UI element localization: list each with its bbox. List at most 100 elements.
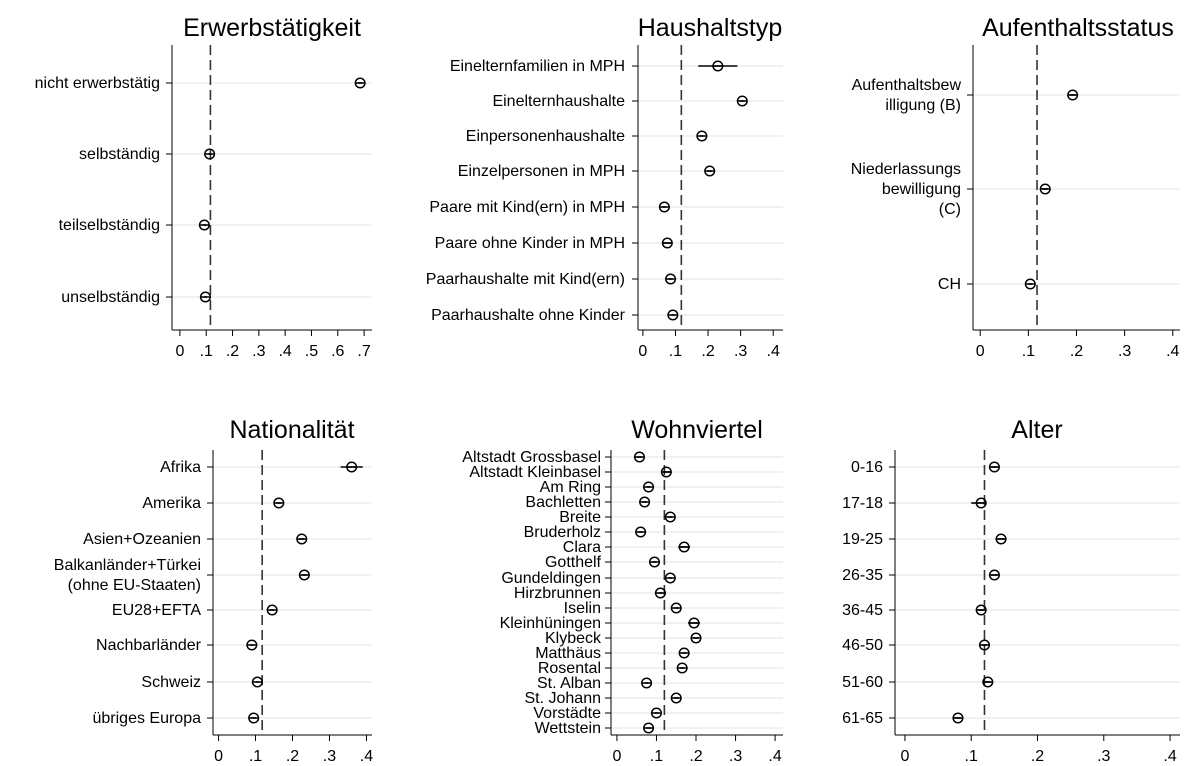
category-label: 61-65	[842, 710, 883, 727]
category-label: (C)	[939, 201, 961, 218]
x-tick-label: 0	[612, 748, 621, 765]
x-tick-label: .2	[286, 748, 299, 765]
x-tick-label: .7	[357, 343, 370, 360]
category-label: EU28+EFTA	[112, 602, 201, 619]
category-label: Breite	[559, 509, 601, 526]
x-tick-label: 0	[976, 343, 985, 360]
x-tick-label: .1	[1022, 343, 1035, 360]
category-label: Klybeck	[545, 630, 602, 647]
x-tick-label: .1	[650, 748, 663, 765]
category-label: Aufenthaltsbew	[852, 77, 962, 94]
category-label: Gotthelf	[545, 554, 602, 571]
category-label: Kleinhüningen	[500, 615, 601, 632]
category-label: Asien+Ozeanien	[83, 531, 201, 548]
x-tick-label: .2	[1031, 748, 1044, 765]
category-label: Paare ohne Kinder in MPH	[435, 235, 625, 252]
category-label: teilselbständig	[59, 217, 160, 234]
x-tick-label: .4	[767, 343, 780, 360]
category-label: nicht erwerbstätig	[35, 75, 160, 92]
category-label: (ohne EU-Staaten)	[68, 577, 201, 594]
x-tick-label: .3	[1118, 343, 1131, 360]
category-label: Bruderholz	[524, 524, 601, 541]
category-label: Rosental	[538, 660, 601, 677]
panel-aufenthaltsstatus: Aufenthaltsstatus 0 .1 .2 .3 .4 Aufenthaltsbew…	[851, 14, 1180, 360]
panel-title: Alter	[1011, 416, 1062, 444]
category-label: unselbständig	[61, 289, 160, 306]
x-tick-label: .1	[669, 343, 682, 360]
panel-erwerbstaetigkeit: Erwerbstätigkeit 0 .1 .2 .3 .4 .5 .6 .7 nicht erw…	[35, 14, 372, 360]
category-label: Paare mit Kind(ern) in MPH	[429, 199, 625, 216]
category-label: Paarhaushalte ohne Kinder	[431, 307, 626, 324]
x-tick-label: .4	[1163, 748, 1176, 765]
category-label: Matthäus	[535, 645, 601, 662]
category-label: Einzelpersonen in MPH	[458, 163, 625, 180]
x-tick-label: .3	[729, 748, 742, 765]
x-tick-label: .4	[1166, 343, 1179, 360]
category-label: Niederlassungs	[851, 161, 961, 178]
category-label: Afrika	[160, 459, 201, 476]
x-tick-label: .3	[734, 343, 747, 360]
x-tick-label: .1	[249, 748, 262, 765]
x-tick-label: .3	[323, 748, 336, 765]
category-label: St. Alban	[537, 675, 601, 692]
category-label: CH	[938, 276, 961, 293]
x-tick-label: .4	[278, 343, 291, 360]
category-label: Am Ring	[540, 479, 601, 496]
x-tick-label: .1	[200, 343, 213, 360]
category-label: bewilligung	[882, 181, 961, 198]
x-tick-label: 0	[638, 343, 647, 360]
category-label: Nachbarländer	[96, 637, 202, 654]
x-tick-label: .2	[701, 343, 714, 360]
category-label: Amerika	[142, 495, 201, 512]
category-label: 26-35	[842, 567, 883, 584]
x-tick-label: 0	[900, 748, 909, 765]
category-label: selbständig	[79, 146, 160, 163]
x-tick-label: .1	[965, 748, 978, 765]
category-label: Altstadt Grossbasel	[462, 449, 601, 466]
x-tick-label: .2	[689, 748, 702, 765]
category-label: Einelternfamilien in MPH	[450, 58, 625, 75]
category-label: Gundeldingen	[501, 570, 601, 587]
category-label: Bachletten	[525, 494, 601, 511]
category-label: Hirzbrunnen	[514, 585, 601, 602]
panel-nationalitaet: Nationalität 0 .1 .2 .3 .4 Afrika Amerika Asien+…	[54, 416, 373, 765]
category-label: Paarhaushalte mit Kind(ern)	[426, 271, 625, 288]
category-label: Einpersonenhaushalte	[466, 128, 625, 145]
panel-alter: Alter 0 .1 .2 .3 .4 0-16 17-18 19-25 26-35 36-45 46…	[842, 416, 1180, 765]
x-tick-label: .2	[1070, 343, 1083, 360]
panel-title: Wohnviertel	[631, 416, 763, 444]
x-tick-label: .4	[768, 748, 781, 765]
x-tick-label: .5	[305, 343, 318, 360]
panel-title: Aufenthaltsstatus	[982, 14, 1174, 42]
category-label: Wettstein	[535, 720, 601, 737]
x-tick-label: 0	[214, 748, 223, 765]
x-tick-label: .3	[252, 343, 265, 360]
category-label: Clara	[563, 539, 601, 556]
x-tick-label: 0	[175, 343, 184, 360]
panel-title: Haushaltstyp	[638, 14, 783, 42]
category-label: 46-50	[842, 637, 883, 654]
panel-title: Nationalität	[229, 416, 354, 444]
category-label: 36-45	[842, 602, 883, 619]
category-label: Vorstädte	[533, 705, 601, 722]
category-label: Schweiz	[141, 674, 201, 691]
category-label: 17-18	[842, 495, 883, 512]
x-tick-label: .3	[1097, 748, 1110, 765]
category-label: Iselin	[564, 600, 601, 617]
category-label: Altstadt Kleinbasel	[469, 464, 601, 481]
category-label: 19-25	[842, 531, 883, 548]
category-label: St. Johann	[525, 690, 602, 707]
category-label: Balkanländer+Türkei	[54, 557, 201, 574]
category-label: übriges Europa	[92, 710, 201, 727]
x-tick-label: .4	[360, 748, 373, 765]
panel-haushaltstyp: Haushaltstyp 0 .1 .2 .3 .4 Einelternfamilien i…	[426, 14, 783, 360]
category-label: Einelternhaushalte	[492, 93, 625, 110]
category-label: 0-16	[851, 459, 883, 476]
panel-title: Erwerbstätigkeit	[183, 14, 361, 42]
x-tick-label: .6	[331, 343, 344, 360]
x-tick-label: .2	[226, 343, 239, 360]
category-label: illigung (B)	[885, 97, 961, 114]
category-label: 51-60	[842, 674, 883, 691]
